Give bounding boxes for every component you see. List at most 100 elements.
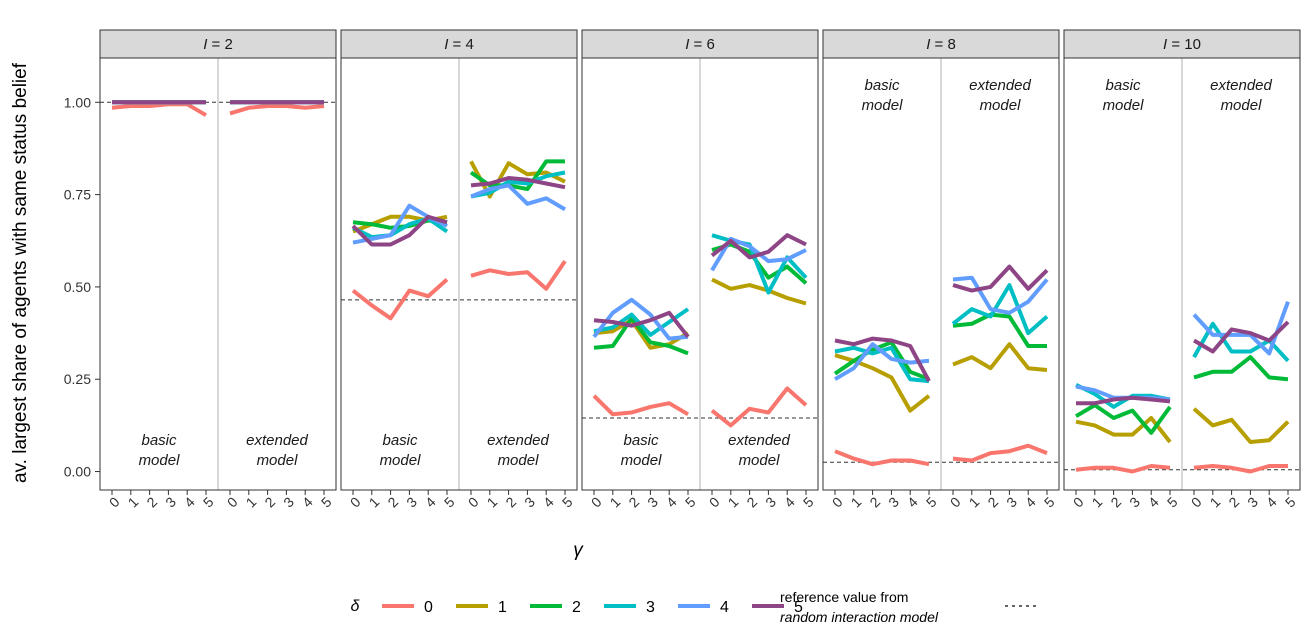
x-tick-label: 2 <box>625 493 642 510</box>
x-tick-label: 1 <box>848 493 865 510</box>
series-line-delta-1 <box>834 353 931 413</box>
x-tick-label: 0 <box>1188 493 1205 510</box>
x-tick-label: 3 <box>521 493 538 510</box>
series-line-delta-0 <box>834 449 930 467</box>
series-line-delta-4 <box>592 297 689 341</box>
x-tick-label: 2 <box>1225 493 1242 510</box>
submodel-label: model <box>621 452 663 469</box>
series-line-delta-5 <box>351 214 448 247</box>
facet-strip <box>822 29 1060 59</box>
submodel-label: extended <box>728 432 790 449</box>
submodel-label: basic <box>382 432 418 449</box>
legend-label-delta-0: 0 <box>424 599 433 616</box>
series-line-delta-1 <box>711 277 807 306</box>
x-tick-label: 3 <box>403 493 420 510</box>
x-tick-label: 5 <box>1041 493 1058 510</box>
submodel-label: model <box>380 452 422 469</box>
x-tick-label: 1 <box>125 493 142 510</box>
x-tick-label: 4 <box>181 493 198 510</box>
submodel-label: model <box>257 452 299 469</box>
series-line-delta-5 <box>1076 395 1171 406</box>
x-tick-label: 3 <box>1244 493 1261 510</box>
x-tick-label: 0 <box>106 493 123 510</box>
x-tick-label: 0 <box>829 493 846 510</box>
series-line-delta-2 <box>1074 403 1172 435</box>
legend-label-delta-3: 3 <box>646 599 655 616</box>
x-tick-label: 1 <box>1089 493 1106 510</box>
submodel-label: model <box>980 97 1022 114</box>
series-line-delta-3 <box>951 283 1049 336</box>
series-line-delta-5 <box>470 176 566 190</box>
submodel-label: model <box>739 452 781 469</box>
series-line-delta-4 <box>833 342 930 381</box>
x-tick-label: 5 <box>682 493 699 510</box>
series-line-delta-4 <box>952 275 1049 315</box>
x-tick-label: 2 <box>1107 493 1124 510</box>
panel-border <box>822 57 1060 491</box>
facet-strip-label: I = 10 <box>1163 36 1201 53</box>
x-tick-label: 4 <box>781 493 798 510</box>
y-tick-label: 1.00 <box>64 94 91 110</box>
facet-strip <box>99 29 337 59</box>
series-line-delta-2 <box>593 316 689 356</box>
submodel-label: model <box>139 452 181 469</box>
x-tick-label: 1 <box>484 493 501 510</box>
series-line-delta-3 <box>470 170 566 199</box>
submodel-label: extended <box>246 432 308 449</box>
y-tick-label: 0.25 <box>64 371 91 387</box>
series-line-delta-2 <box>833 340 930 382</box>
x-tick-label: 5 <box>318 493 335 510</box>
x-tick-label: 1 <box>366 493 383 510</box>
x-tick-label: 2 <box>984 493 1001 510</box>
x-tick-label: 3 <box>644 493 661 510</box>
x-tick-label: 1 <box>725 493 742 510</box>
x-tick-label: 3 <box>1003 493 1020 510</box>
y-axis-title: av. largest share of agents with same st… <box>10 62 31 483</box>
legend-label-delta-1: 1 <box>498 599 507 616</box>
series-line-delta-1 <box>593 318 690 350</box>
facet-strip-label: I = 2 <box>203 36 233 53</box>
submodel-label: extended <box>969 77 1031 94</box>
y-axis: 0.00 0.25 0.50 0.75 1.00 <box>64 94 100 480</box>
series-line-delta-0 <box>592 394 690 417</box>
x-tick-label: 4 <box>422 493 439 510</box>
x-tick-label: 5 <box>800 493 817 510</box>
legend-label-delta-2: 2 <box>572 599 581 616</box>
submodel-label: model <box>1103 97 1145 114</box>
y-tick-label: 0.50 <box>64 279 91 295</box>
series-line-delta-1 <box>952 342 1048 372</box>
series-line-delta-5 <box>834 336 931 383</box>
submodel-label: basic <box>141 432 177 449</box>
x-tick-label: 5 <box>559 493 576 510</box>
x-tick-label: 1 <box>1207 493 1224 510</box>
y-tick-label: 0.00 <box>64 464 91 480</box>
x-tick-label: 5 <box>1282 493 1299 510</box>
x-tick-label: 2 <box>143 493 160 510</box>
x-tick-label: 2 <box>261 493 278 510</box>
facet-strip-label: I = 8 <box>926 36 956 53</box>
facet-strip-label: I = 4 <box>444 36 474 53</box>
x-tick-label: 3 <box>1126 493 1143 510</box>
series-line-delta-1 <box>1192 407 1290 444</box>
x-tick-label: 1 <box>966 493 983 510</box>
series-line-delta-1 <box>1075 416 1172 444</box>
series-line-delta-3 <box>352 216 449 240</box>
x-tick-label: 4 <box>540 493 557 510</box>
series-line-delta-4 <box>1192 301 1290 356</box>
series-line-delta-0 <box>470 259 567 291</box>
x-tick-label: 2 <box>502 493 519 510</box>
x-tick-label: 4 <box>1022 493 1039 510</box>
legend-title: δ <box>351 598 361 615</box>
legend-reference-label: random interaction model <box>780 609 939 625</box>
series-line-delta-5 <box>710 233 807 260</box>
panel-border <box>99 57 337 491</box>
x-tick-label: 5 <box>923 493 940 510</box>
series-line-delta-0 <box>351 278 449 321</box>
x-tick-label: 5 <box>1164 493 1181 510</box>
submodel-label: model <box>862 97 904 114</box>
